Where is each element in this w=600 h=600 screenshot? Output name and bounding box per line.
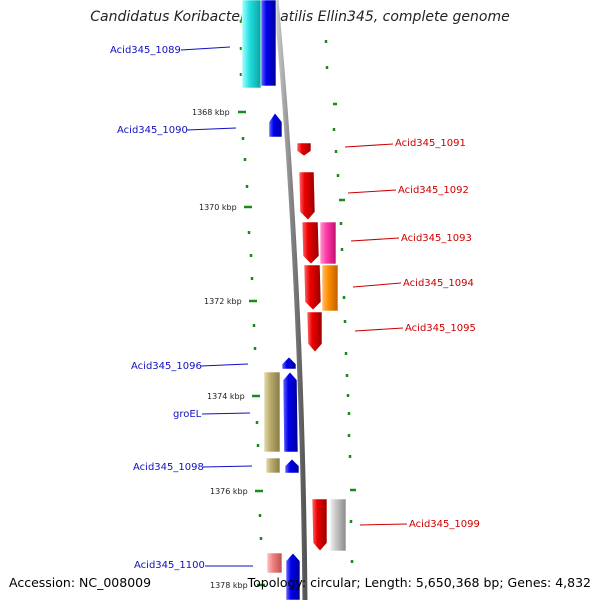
gene-label-acid345-1100: Acid345_1100 [134,560,205,571]
gene-arrow-acid345-1095 [306,311,323,353]
gene-arrow-acid345-1100 [285,552,301,600]
gene-label-acid345-1096: Acid345_1096 [131,361,202,372]
gene-arrow-acid345-1094 [303,264,322,311]
olive-feature-groel [263,371,281,453]
salmon-feature [266,552,283,574]
gene-arrow-acid345-1092 [298,171,316,221]
pink-feature [319,221,337,265]
kbp-label-1374: 1374 kbp [207,392,245,401]
orange-feature [321,264,339,312]
right-gene-labels: Acid345_1091 Acid345_1092 Acid345_1093 A… [344,138,480,530]
gene-label-groel: groEL [173,409,202,420]
right-dotted-track [324,40,356,563]
genome-backbone [273,0,308,600]
gene-arrow-acid345-1099 [311,498,328,552]
topology-text: Topology: circular; Length: 5,650,368 bp… [247,575,591,590]
gene-label-acid345-1089: Acid345_1089 [110,45,181,56]
kbp-label-1376: 1376 kbp [210,487,248,496]
gene-arrow-groel [282,371,299,453]
olive-feature-1098 [265,457,281,474]
gene-arrow-acid345-1091 [296,142,312,157]
gene-arrow-acid345-1096 [281,356,297,370]
kbp-label-1368: 1368 kbp [192,108,230,117]
kbp-label-1378: 1378 kbp [210,581,248,590]
left-dotted-track [239,20,263,540]
genome-title: Candidatus Koribacter versatilis Ellin34… [90,9,510,25]
gene-arrow-acid345-1089 [260,0,277,87]
gene-arrow-acid345-1098 [284,458,300,474]
gene-label-acid345-1099: Acid345_1099 [409,519,480,530]
kbp-scale: 1368 kbp 1370 kbp 1372 kbp 1374 kbp 1376… [192,108,265,590]
gene-label-acid345-1095: Acid345_1095 [405,323,476,334]
gene-features [241,0,347,600]
accession-text: Accession: NC_008009 [9,575,152,590]
gene-label-acid345-1094: Acid345_1094 [403,278,474,289]
kbp-label-1372: 1372 kbp [204,297,242,306]
gene-label-acid345-1092: Acid345_1092 [398,185,469,196]
gene-arrow-acid345-1093 [301,221,320,265]
gene-label-acid345-1090: Acid345_1090 [117,125,188,136]
gene-arrow-acid345-1090 [268,112,283,138]
gene-label-acid345-1091: Acid345_1091 [395,138,466,149]
left-gene-labels: Acid345_1089 Acid345_1090 Acid345_1096 g… [110,45,253,571]
gene-label-acid345-1093: Acid345_1093 [401,233,472,244]
cyan-feature [241,0,262,89]
gene-label-acid345-1098: Acid345_1098 [133,462,204,473]
gray-feature [329,498,347,552]
kbp-label-1370: 1370 kbp [199,203,237,212]
